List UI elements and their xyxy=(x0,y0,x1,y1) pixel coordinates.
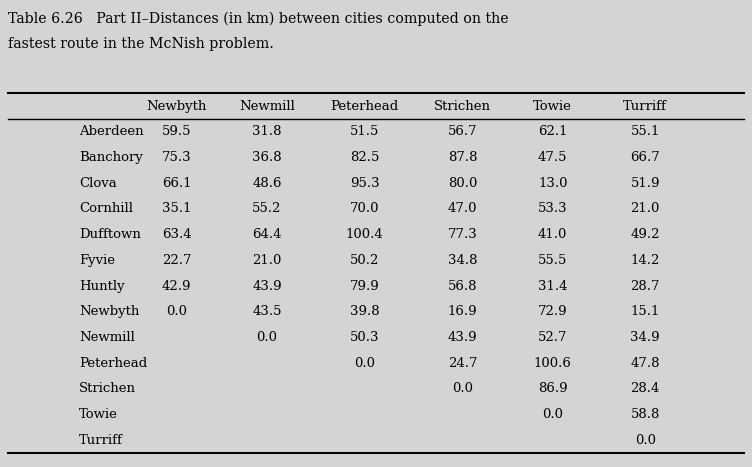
Text: 51.5: 51.5 xyxy=(350,126,380,138)
Text: 62.1: 62.1 xyxy=(538,126,568,138)
Text: Cornhill: Cornhill xyxy=(79,203,133,215)
Text: 47.0: 47.0 xyxy=(447,203,478,215)
Text: 39.8: 39.8 xyxy=(350,305,380,318)
Text: Turriff: Turriff xyxy=(623,100,667,113)
Text: 95.3: 95.3 xyxy=(350,177,380,190)
Text: Clova: Clova xyxy=(79,177,117,190)
Text: 48.6: 48.6 xyxy=(252,177,282,190)
Text: 53.3: 53.3 xyxy=(538,203,568,215)
Text: 55.2: 55.2 xyxy=(252,203,282,215)
Text: 49.2: 49.2 xyxy=(630,228,660,241)
Text: 59.5: 59.5 xyxy=(162,126,192,138)
Text: 34.8: 34.8 xyxy=(447,254,478,267)
Text: 52.7: 52.7 xyxy=(538,331,568,344)
Text: 43.9: 43.9 xyxy=(447,331,478,344)
Text: 63.4: 63.4 xyxy=(162,228,192,241)
Text: 47.5: 47.5 xyxy=(538,151,568,164)
Text: 36.8: 36.8 xyxy=(252,151,282,164)
Text: Newmill: Newmill xyxy=(239,100,295,113)
Text: 87.8: 87.8 xyxy=(447,151,478,164)
Text: 0.0: 0.0 xyxy=(256,331,277,344)
Text: Aberdeen: Aberdeen xyxy=(79,126,144,138)
Text: 58.8: 58.8 xyxy=(630,408,660,421)
Text: Towie: Towie xyxy=(79,408,118,421)
Text: 35.1: 35.1 xyxy=(162,203,192,215)
Text: 0.0: 0.0 xyxy=(354,357,375,369)
Text: 22.7: 22.7 xyxy=(162,254,192,267)
Text: 0.0: 0.0 xyxy=(635,434,656,446)
Text: Fyvie: Fyvie xyxy=(79,254,115,267)
Text: 50.2: 50.2 xyxy=(350,254,380,267)
Text: 21.0: 21.0 xyxy=(630,203,660,215)
Text: 56.7: 56.7 xyxy=(447,126,478,138)
Text: 80.0: 80.0 xyxy=(447,177,478,190)
Text: 75.3: 75.3 xyxy=(162,151,192,164)
Text: 100.4: 100.4 xyxy=(346,228,384,241)
Text: 16.9: 16.9 xyxy=(447,305,478,318)
Text: 41.0: 41.0 xyxy=(538,228,568,241)
Text: 51.9: 51.9 xyxy=(630,177,660,190)
Text: 43.9: 43.9 xyxy=(252,280,282,292)
Text: 55.1: 55.1 xyxy=(630,126,660,138)
Text: fastest route in the McNish problem.: fastest route in the McNish problem. xyxy=(8,37,274,51)
Text: 55.5: 55.5 xyxy=(538,254,568,267)
Text: 28.4: 28.4 xyxy=(630,382,660,395)
Text: 21.0: 21.0 xyxy=(252,254,282,267)
Text: Newmill: Newmill xyxy=(79,331,135,344)
Text: 34.9: 34.9 xyxy=(630,331,660,344)
Text: 0.0: 0.0 xyxy=(452,382,473,395)
Text: Peterhead: Peterhead xyxy=(79,357,147,369)
Text: Table 6.26   Part II–Distances (in km) between cities computed on the: Table 6.26 Part II–Distances (in km) bet… xyxy=(8,12,508,26)
Text: 66.1: 66.1 xyxy=(162,177,192,190)
Text: 77.3: 77.3 xyxy=(447,228,478,241)
Text: Banchory: Banchory xyxy=(79,151,143,164)
Text: 82.5: 82.5 xyxy=(350,151,380,164)
Text: 50.3: 50.3 xyxy=(350,331,380,344)
Text: 86.9: 86.9 xyxy=(538,382,568,395)
Text: 64.4: 64.4 xyxy=(252,228,282,241)
Text: 47.8: 47.8 xyxy=(630,357,660,369)
Text: Towie: Towie xyxy=(533,100,572,113)
Text: 72.9: 72.9 xyxy=(538,305,568,318)
Text: 66.7: 66.7 xyxy=(630,151,660,164)
Text: 70.0: 70.0 xyxy=(350,203,380,215)
Text: 14.2: 14.2 xyxy=(630,254,660,267)
Text: 28.7: 28.7 xyxy=(630,280,660,292)
Text: 43.5: 43.5 xyxy=(252,305,282,318)
Text: 0.0: 0.0 xyxy=(542,408,563,421)
Text: Turriff: Turriff xyxy=(79,434,123,446)
Text: Strichen: Strichen xyxy=(79,382,136,395)
Text: 79.9: 79.9 xyxy=(350,280,380,292)
Text: 42.9: 42.9 xyxy=(162,280,192,292)
Text: 56.8: 56.8 xyxy=(447,280,478,292)
Text: 100.6: 100.6 xyxy=(534,357,572,369)
Text: Huntly: Huntly xyxy=(79,280,125,292)
Text: Newbyth: Newbyth xyxy=(147,100,207,113)
Text: 13.0: 13.0 xyxy=(538,177,568,190)
Text: Peterhead: Peterhead xyxy=(331,100,399,113)
Text: 0.0: 0.0 xyxy=(166,305,187,318)
Text: 31.4: 31.4 xyxy=(538,280,568,292)
Text: Strichen: Strichen xyxy=(434,100,491,113)
Text: 24.7: 24.7 xyxy=(447,357,478,369)
Text: Newbyth: Newbyth xyxy=(79,305,139,318)
Text: 31.8: 31.8 xyxy=(252,126,282,138)
Text: 15.1: 15.1 xyxy=(630,305,660,318)
Text: Dufftown: Dufftown xyxy=(79,228,141,241)
